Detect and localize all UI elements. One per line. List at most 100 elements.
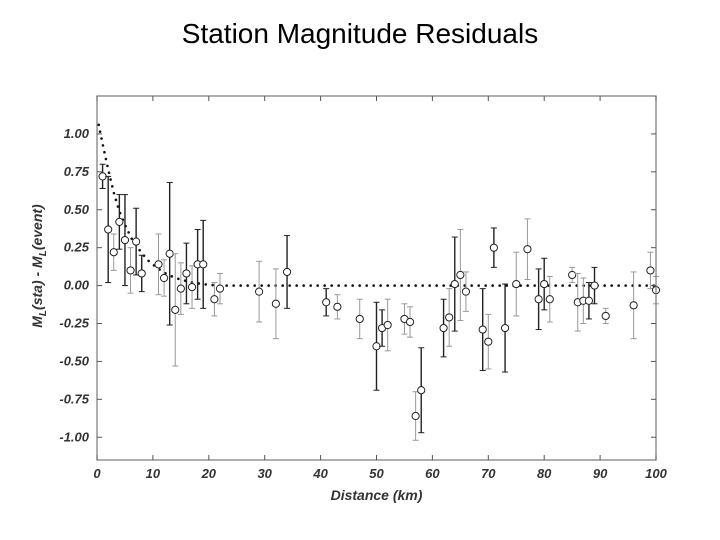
point-marker: [187, 283, 197, 292]
data-point: [132, 207, 141, 276]
point-marker: [534, 295, 543, 304]
point-marker: [417, 386, 426, 395]
data-point: [400, 303, 409, 335]
trend-dot: [106, 164, 109, 168]
point-marker: [629, 301, 638, 310]
data-point: [484, 313, 493, 370]
data-point: [120, 194, 130, 287]
point-marker: [489, 243, 498, 252]
trend-dot: [138, 248, 141, 252]
point-marker: [646, 266, 655, 275]
trend-dot: [97, 123, 100, 127]
point-marker: [322, 298, 331, 307]
trend-dot: [365, 284, 368, 287]
data-point: [534, 268, 543, 331]
point-marker: [568, 270, 577, 280]
data-point: [478, 288, 487, 372]
y-label-sub-1: L: [38, 310, 49, 316]
y-tick-label: -0.25: [59, 316, 89, 331]
y-axis-ticks: 1.00 0.75 0.50 0.25 0.00 -0.25 -0.50 -0.75 -1.00: [59, 126, 656, 444]
x-axis-label: Distance (km): [331, 487, 423, 503]
data-point: [154, 233, 163, 296]
x-tick-label: 50: [369, 466, 384, 481]
data-point: [629, 271, 638, 340]
y-label-part-3: (event): [29, 204, 45, 250]
data-point: [500, 283, 510, 373]
y-label-sub-2: L: [38, 250, 49, 256]
x-tick-label: 30: [257, 466, 272, 481]
data-point: [568, 266, 577, 284]
trend-dot: [505, 284, 508, 287]
trend-dot: [100, 137, 103, 140]
data-point: [445, 288, 454, 347]
trend-dot: [554, 284, 557, 287]
point-marker: [484, 337, 493, 346]
data-point: [601, 307, 610, 324]
data-point: [137, 254, 146, 293]
x-tick-label: 20: [201, 466, 217, 481]
data-point: [210, 282, 219, 317]
points-layer: [98, 163, 661, 441]
point-marker: [456, 270, 465, 280]
point-marker: [171, 305, 180, 314]
point-marker: [523, 245, 532, 254]
trend-dot: [109, 178, 112, 181]
point-marker: [405, 317, 415, 327]
trend-dot: [302, 284, 305, 287]
y-tick-label: -0.50: [59, 353, 89, 368]
point-marker: [126, 266, 135, 275]
point-marker: [439, 323, 448, 333]
trend-dot: [112, 191, 116, 195]
point-marker: [271, 299, 280, 308]
data-point: [377, 309, 387, 347]
point-marker: [210, 295, 219, 304]
data-point: [109, 233, 118, 271]
point-marker: [601, 311, 610, 321]
point-marker: [199, 260, 208, 269]
data-point: [456, 228, 465, 321]
data-point: [584, 282, 594, 320]
data-point: [573, 272, 582, 332]
x-tick-label: 10: [146, 466, 161, 481]
trend-dot: [127, 231, 130, 234]
trend-dot: [316, 284, 319, 287]
data-point: [182, 242, 191, 305]
data-point: [333, 294, 342, 320]
data-point: [104, 175, 113, 284]
trend-dot: [491, 284, 494, 287]
data-point: [512, 251, 521, 317]
trend-dot: [533, 284, 536, 287]
point-marker: [115, 217, 124, 226]
point-marker: [411, 411, 420, 421]
data-point: [646, 251, 655, 290]
y-label-part-1: M: [29, 316, 45, 328]
point-marker: [450, 279, 459, 289]
trend-dot: [110, 185, 114, 188]
trend-dot: [638, 284, 641, 287]
point-marker: [137, 269, 146, 278]
data-point: [355, 298, 364, 340]
point-marker: [98, 172, 107, 181]
point-marker: [154, 260, 163, 269]
trend-dot: [267, 284, 270, 287]
data-point: [271, 268, 280, 340]
data-point: [115, 194, 124, 250]
x-tick-label: 100: [645, 466, 667, 481]
trend-dot: [526, 284, 529, 287]
data-point: [282, 235, 292, 309]
point-marker: [478, 325, 487, 334]
x-axis-ticks: 0 10 20 30 40 50 60 70 80 90 100: [93, 96, 668, 481]
trend-dot: [610, 284, 613, 287]
trend-dot: [498, 284, 501, 287]
x-tick-label: 90: [593, 466, 608, 481]
trend-dot: [351, 284, 354, 287]
trend-dot: [309, 284, 312, 287]
trend-dot: [130, 237, 134, 240]
trend-dot: [239, 284, 242, 287]
trend-dot: [211, 283, 214, 287]
point-marker: [182, 269, 191, 278]
trend-dot: [323, 284, 326, 287]
trend-dot: [183, 279, 187, 282]
data-point: [126, 247, 135, 294]
